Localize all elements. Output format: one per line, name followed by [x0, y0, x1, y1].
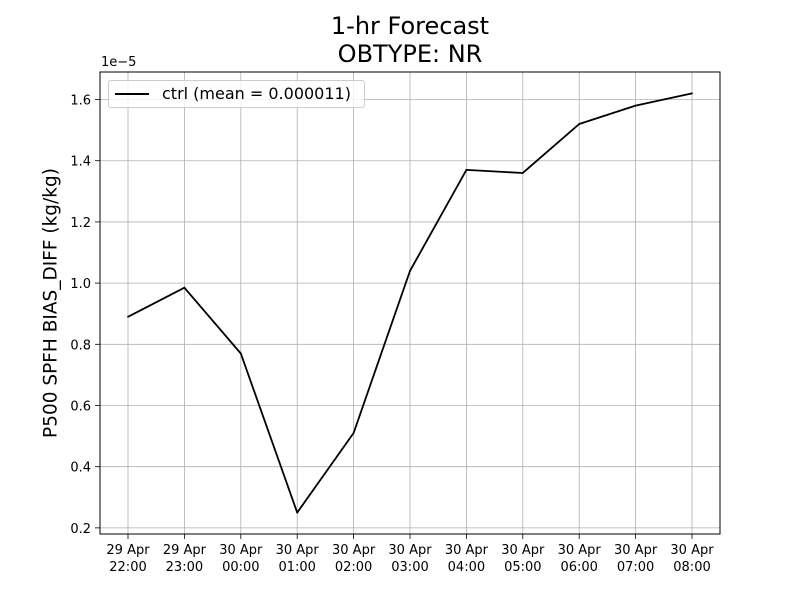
chart-title-line-2: OBTYPE: NR: [337, 40, 483, 68]
x-tick-label-date: 29 Apr: [163, 543, 207, 558]
x-tick-label-date: 30 Apr: [332, 543, 376, 558]
series-data-point: [521, 172, 524, 174]
y-tick-label: 0.4: [70, 461, 91, 476]
series-data-point: [296, 511, 299, 514]
y-tick-label: 1.6: [70, 94, 91, 109]
y-axis-offset-label: 1e−5: [101, 55, 137, 70]
series-data-point: [127, 315, 129, 318]
x-tick-label-time: 22:00: [109, 560, 146, 575]
series-data-point: [183, 286, 186, 289]
x-tick-label-date: 30 Apr: [670, 543, 714, 558]
x-tick-label-date: 30 Apr: [558, 543, 602, 558]
x-tick-label-time: 01:00: [278, 560, 315, 575]
x-tick-label-date: 30 Apr: [276, 543, 320, 558]
y-tick-label: 0.6: [70, 399, 91, 414]
y-tick-label: 0.8: [70, 338, 91, 353]
y-tick-label: 1.2: [70, 216, 91, 231]
x-tick-label-date: 30 Apr: [445, 543, 489, 558]
y-tick-label: 0.2: [70, 522, 91, 537]
x-tick-label-time: 02:00: [335, 560, 372, 575]
legend-label: ctrl (mean = 0.000011): [162, 84, 351, 103]
x-tick-label-date: 30 Apr: [388, 543, 432, 558]
x-tick-label-time: 04:00: [448, 560, 485, 575]
x-tick-label-time: 23:00: [166, 560, 203, 575]
legend: ctrl (mean = 0.000011): [108, 80, 365, 108]
y-tick-label: 1.0: [70, 277, 91, 292]
series-data-point: [465, 169, 468, 171]
x-tick-label-date: 30 Apr: [501, 543, 545, 558]
series-data-point: [352, 432, 355, 434]
x-tick-label-time: 00:00: [222, 560, 259, 575]
series-data-point: [409, 269, 411, 272]
x-tick-label-time: 06:00: [560, 560, 597, 575]
x-tick-label-time: 08:00: [673, 560, 710, 575]
x-tick-label-date: 30 Apr: [219, 543, 263, 558]
series-data-point: [578, 123, 581, 125]
legend-line-swatch: [115, 93, 149, 95]
x-tick-label-date: 29 Apr: [106, 543, 150, 558]
chart-title-line-1: 1-hr Forecast: [330, 12, 490, 40]
series-data-point: [239, 352, 242, 355]
series-data-point: [691, 92, 693, 95]
y-tick-label: 1.4: [70, 155, 91, 170]
series-data-point: [634, 104, 637, 107]
x-tick-label-time: 03:00: [391, 560, 428, 575]
x-tick-label-date: 30 Apr: [614, 543, 658, 558]
x-tick-label-time: 07:00: [617, 560, 654, 575]
plot-frame: [99, 71, 721, 535]
x-tick-label-time: 05:00: [504, 560, 541, 575]
